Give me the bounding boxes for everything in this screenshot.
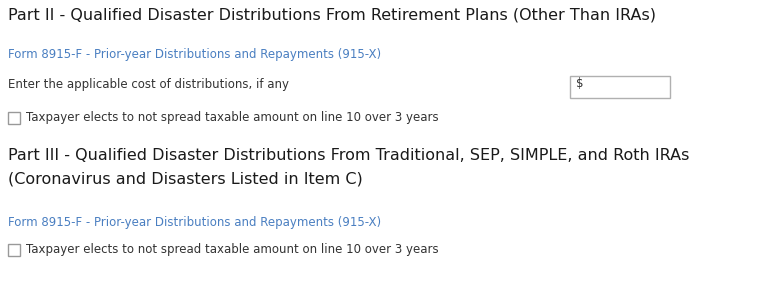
Text: Taxpayer elects to not spread taxable amount on line 10 over 3 years: Taxpayer elects to not spread taxable am… xyxy=(26,111,439,123)
Text: Form 8915-F - Prior-year Distributions and Repayments (915-X): Form 8915-F - Prior-year Distributions a… xyxy=(8,216,381,229)
Text: Part II - Qualified Disaster Distributions From Retirement Plans (Other Than IRA: Part II - Qualified Disaster Distributio… xyxy=(8,8,656,23)
Text: $: $ xyxy=(576,77,583,90)
Text: Part III - Qualified Disaster Distributions From Traditional, SEP, SIMPLE, and R: Part III - Qualified Disaster Distributi… xyxy=(8,148,689,163)
FancyBboxPatch shape xyxy=(8,112,20,124)
Text: Taxpayer elects to not spread taxable amount on line 10 over 3 years: Taxpayer elects to not spread taxable am… xyxy=(26,243,439,255)
Text: Form 8915-F - Prior-year Distributions and Repayments (915-X): Form 8915-F - Prior-year Distributions a… xyxy=(8,48,381,61)
FancyBboxPatch shape xyxy=(570,76,670,98)
Text: Enter the applicable cost of distributions, if any: Enter the applicable cost of distributio… xyxy=(8,78,289,91)
FancyBboxPatch shape xyxy=(8,244,20,256)
Text: (Coronavirus and Disasters Listed in Item C): (Coronavirus and Disasters Listed in Ite… xyxy=(8,172,363,187)
